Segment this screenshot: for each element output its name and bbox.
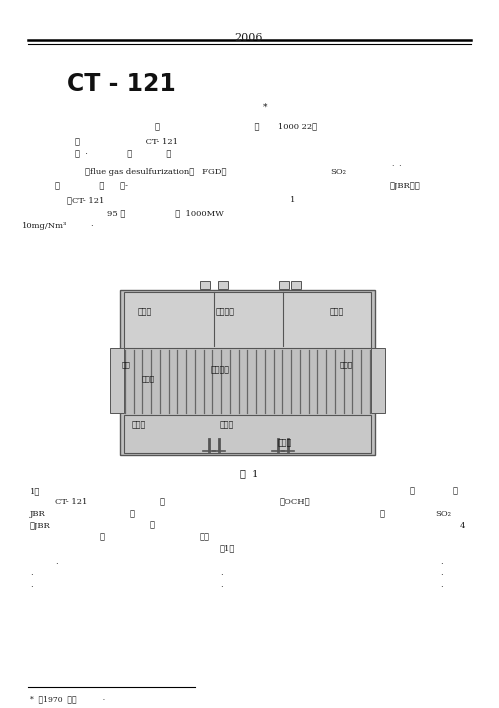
Text: ·: · [90, 222, 93, 230]
Text: （1）: （1） [220, 544, 236, 552]
Text: 图  1: 图 1 [240, 469, 258, 478]
Text: （                                    ，       1000 22）: （ ， 1000 22） [155, 122, 317, 130]
Bar [110, 348, 124, 413]
Text: *  （1970  ），           ·: * （1970 ）， · [30, 695, 105, 703]
Text: ：  ·               ；             ；: ： · ； ； [75, 150, 171, 158]
Bar [124, 292, 371, 348]
Bar [279, 281, 289, 289]
Text: （OCH）: （OCH） [280, 498, 310, 506]
Text: ·: · [220, 583, 223, 591]
Text: 出口空间: 出口空间 [216, 308, 235, 316]
Bar [219, 281, 229, 289]
Text: ），: ）， [200, 533, 210, 541]
Text: 入口空间: 入口空间 [211, 366, 230, 374]
Text: ·: · [440, 560, 443, 568]
Bar [201, 281, 211, 289]
Text: ：                         CT- 121: ： CT- 121 [75, 137, 178, 145]
Text: ，: ， [410, 487, 415, 495]
Text: ·: · [30, 571, 32, 580]
Text: 2006: 2006 [235, 33, 263, 43]
Text: 浆液池: 浆液池 [220, 421, 234, 429]
Text: ，               （      ）-: ， （ ）- [55, 182, 128, 190]
Text: ，: ， [160, 498, 165, 506]
Text: SO₂: SO₂ [435, 510, 451, 518]
Text: 4: 4 [460, 522, 466, 530]
Text: JBR: JBR [30, 510, 46, 518]
Text: SO₂: SO₂ [330, 168, 346, 176]
Bar [124, 415, 371, 453]
Bar [371, 348, 385, 413]
Text: ·: · [440, 583, 443, 591]
Text: 10mg/Nm³: 10mg/Nm³ [22, 222, 67, 230]
Text: CT- 121: CT- 121 [55, 498, 87, 506]
Text: （JBR），: （JBR）， [390, 182, 421, 190]
Text: *: * [263, 103, 267, 112]
Bar [120, 290, 375, 455]
Text: 升气管: 升气管 [340, 360, 353, 368]
Text: ·: · [440, 571, 443, 580]
Text: ，: ， [130, 510, 135, 518]
Bar [291, 281, 301, 289]
Text: 1: 1 [290, 196, 295, 204]
Text: 净烟气: 净烟气 [330, 308, 344, 316]
Text: 1．: 1． [30, 487, 40, 495]
Text: 搞拌器: 搞拌器 [278, 439, 292, 447]
Text: CT - 121: CT - 121 [67, 72, 176, 96]
Text: 下降管: 下降管 [142, 374, 155, 382]
Text: （: （ [100, 533, 105, 541]
Text: ，: ， [150, 522, 155, 530]
Text: ·  ·: · · [392, 162, 402, 170]
Text: ·: · [55, 560, 57, 568]
Text: ，: ， [453, 487, 458, 495]
Text: ·: · [30, 583, 32, 591]
Text: （flue gas desulfurization，   FGD）: （flue gas desulfurization， FGD） [85, 168, 227, 176]
Text: ：: ： [380, 510, 385, 518]
Text: ，CT- 121: ，CT- 121 [67, 196, 104, 204]
Text: 95 ％                   ，  1000MW: 95 ％ ， 1000MW [107, 209, 224, 217]
Text: 烟气: 烟气 [122, 360, 131, 368]
Text: 上隔板: 上隔板 [138, 308, 152, 316]
Text: ，JBR: ，JBR [30, 522, 51, 530]
Text: ·: · [220, 571, 223, 580]
Text: 喷射管: 喷射管 [132, 421, 146, 429]
